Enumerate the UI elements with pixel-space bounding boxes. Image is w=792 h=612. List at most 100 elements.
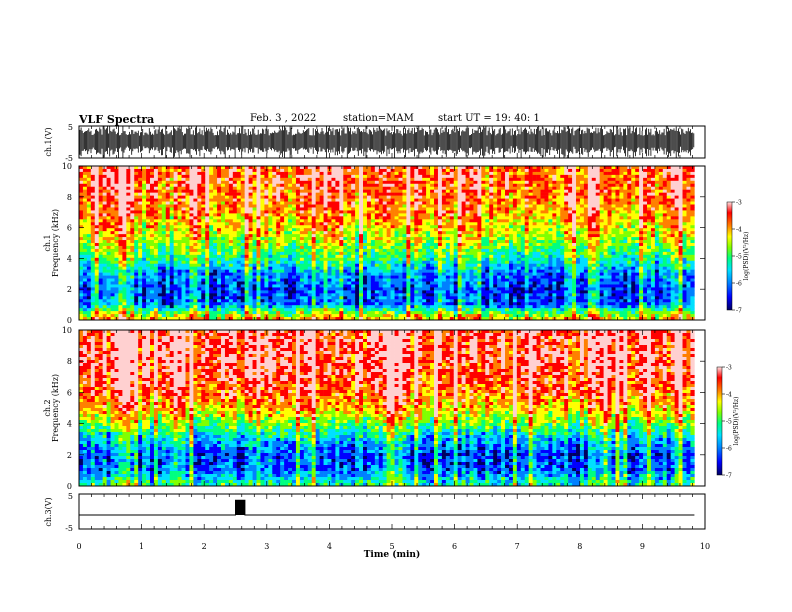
spectrogram-cell — [79, 237, 84, 241]
spectrogram-cell — [146, 240, 151, 244]
spectrogram-cell — [402, 251, 407, 256]
spectrogram-cell — [378, 225, 384, 229]
spectrogram-cell — [256, 293, 261, 297]
spectrogram-cell — [165, 311, 171, 315]
spectrogram-cell — [118, 263, 123, 267]
spectrogram-cell — [248, 251, 253, 256]
spectrogram-cell — [355, 311, 360, 315]
spectrogram-cell — [323, 168, 328, 173]
spectrogram-cell — [201, 177, 206, 182]
spectrogram-cell — [205, 216, 210, 220]
spectrogram-cell — [90, 269, 96, 273]
spectrogram-cell — [185, 287, 190, 291]
spectrogram-cell — [370, 210, 376, 214]
spectrogram-cell — [315, 263, 320, 267]
spectrogram-cell — [244, 195, 249, 199]
spectrogram-cell — [307, 180, 313, 185]
spectrogram-cell — [134, 254, 139, 259]
spectrogram-cell — [173, 290, 178, 294]
spectrogram-cell — [347, 299, 352, 303]
spectrogram-cell — [197, 204, 202, 208]
spectrogram-cell — [366, 225, 372, 229]
spectrogram-cell — [284, 284, 289, 288]
spectrogram-cell — [82, 275, 88, 279]
spectrogram-cell — [359, 240, 364, 244]
spectrogram-cell — [82, 198, 88, 202]
spectrogram-cell — [201, 222, 206, 226]
spectrogram-cell — [146, 245, 151, 250]
spectrogram-cell — [79, 189, 84, 193]
spectrogram-cell — [276, 222, 281, 226]
spectrogram-cell — [288, 228, 293, 232]
spectrogram-cell — [319, 237, 324, 241]
spectrogram-cell — [165, 272, 171, 276]
spectrogram-cell — [319, 207, 324, 211]
spectrogram-cell — [130, 198, 135, 202]
spectrogram-cell — [394, 314, 399, 318]
spectrogram-cell — [232, 183, 238, 188]
spectrogram-cell — [382, 189, 387, 193]
spectrogram-cell — [201, 308, 206, 312]
spectrogram-cell — [232, 248, 238, 253]
spectrogram-cell — [252, 231, 257, 235]
spectrogram-cell — [98, 216, 103, 220]
spectrogram-cell — [161, 272, 167, 276]
spectrogram-cell — [295, 266, 301, 270]
spectrogram-cell — [347, 213, 352, 217]
spectrogram-cell — [315, 275, 320, 279]
spectrogram-cell — [374, 281, 380, 285]
spectrogram-cell — [335, 195, 340, 199]
spectrogram-cell — [276, 299, 281, 303]
spectrogram-cell — [189, 198, 194, 202]
spectrogram-cell — [240, 293, 245, 297]
spectrogram-cell — [343, 260, 348, 265]
spectrogram-cell — [355, 296, 360, 300]
spectrogram-cell — [106, 189, 111, 193]
spectrogram-cell — [130, 272, 135, 276]
spectrogram-cell — [264, 240, 269, 244]
spectrogram-cell — [185, 222, 190, 226]
spectrogram-cell — [126, 183, 131, 188]
spectrogram-cell — [390, 201, 395, 205]
spectrogram-cell — [126, 296, 131, 300]
spectrogram-cell — [343, 240, 348, 244]
spectrogram-cell — [339, 302, 344, 306]
spectrogram-cell — [79, 251, 84, 256]
spectrogram-cell — [252, 195, 257, 199]
spectrogram-cell — [157, 308, 163, 312]
spectrogram-cell — [157, 222, 163, 226]
spectrogram-cell — [106, 287, 111, 291]
spectrogram-cell — [213, 308, 218, 312]
spectrogram-cell — [311, 254, 316, 259]
spectrogram-cell — [366, 195, 372, 199]
spectrogram-cell — [398, 245, 403, 250]
spectrogram-cell — [331, 317, 336, 321]
spectrogram-cell — [169, 278, 174, 282]
spectrogram-cell — [347, 201, 352, 205]
spectrogram-cell — [386, 257, 391, 262]
spectrogram-cell — [276, 251, 281, 256]
spectrogram-cell — [201, 254, 206, 259]
spectrogram-cell — [197, 243, 202, 247]
spectrogram-cell — [402, 171, 407, 176]
spectrogram-cell — [232, 168, 238, 173]
spectrogram-cell — [122, 225, 127, 229]
spectrogram-cell — [335, 192, 340, 196]
spectrogram-cell — [252, 210, 257, 214]
spectrogram-cell — [339, 287, 344, 291]
spectrogram-cell — [299, 278, 305, 282]
spectrogram-cell — [256, 183, 261, 188]
spectrogram-cell — [386, 231, 391, 235]
spectrogram-cell — [102, 251, 107, 256]
spectrogram-cell — [394, 251, 399, 256]
spectrogram-cell — [110, 180, 115, 185]
spectrogram-cell — [82, 219, 88, 223]
spectrogram-cell — [224, 308, 230, 312]
spectrogram-cell — [402, 198, 407, 202]
spectrogram-cell — [319, 189, 324, 193]
spectrogram-cell — [311, 260, 316, 265]
spectrogram-cell — [177, 293, 182, 297]
spectrogram-cell — [209, 254, 214, 259]
spectrogram-cell — [110, 254, 115, 259]
spectrogram-cell — [161, 234, 167, 238]
